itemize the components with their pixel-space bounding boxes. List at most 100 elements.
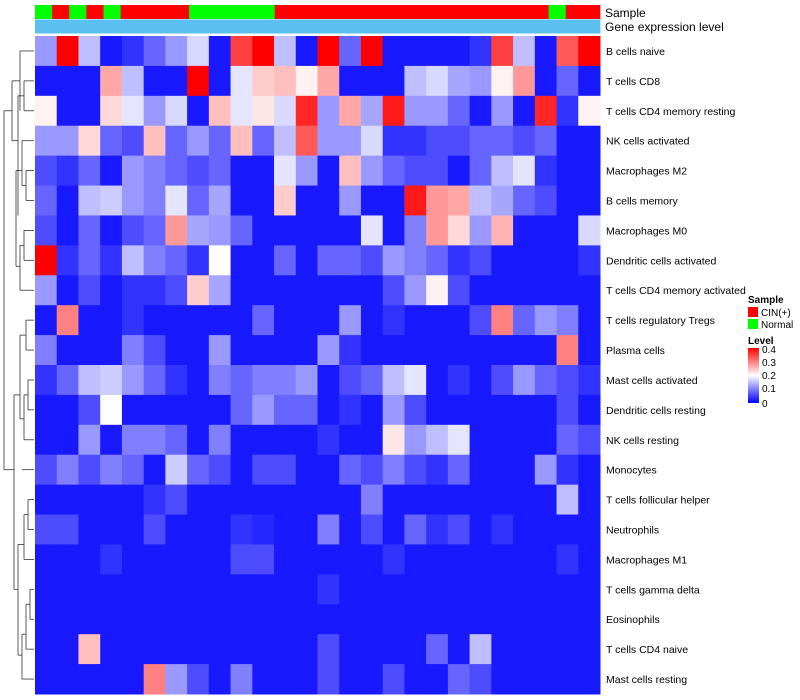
heatmap-cell xyxy=(295,155,318,187)
heatmap-cell xyxy=(56,95,79,127)
heatmap-cell xyxy=(121,514,145,545)
heatmap-cell xyxy=(274,454,297,486)
heatmap-cell xyxy=(230,245,253,276)
heatmap-cell xyxy=(382,454,405,486)
heatmap-cell xyxy=(491,155,514,187)
heatmap-cell xyxy=(295,634,318,665)
row-label: T cells CD4 naive xyxy=(606,644,688,656)
heatmap-cell xyxy=(295,514,318,545)
heatmap-cell xyxy=(187,634,210,665)
heatmap-cell xyxy=(339,484,362,516)
heatmap-cell xyxy=(491,95,514,127)
heatmap-cell xyxy=(578,185,601,216)
heatmap-cell xyxy=(35,305,58,336)
heatmap-cell xyxy=(382,305,405,336)
heatmap-cell xyxy=(100,65,123,97)
heatmap-cell xyxy=(252,664,275,695)
heatmap-cell xyxy=(339,215,362,246)
heatmap-cell xyxy=(230,275,253,306)
heatmap-cell xyxy=(100,36,123,67)
heatmap-cell xyxy=(35,36,58,67)
heatmap-cell xyxy=(317,95,340,127)
heatmap-cell xyxy=(360,544,384,575)
heatmap-cell xyxy=(578,245,601,276)
heatmap-cell xyxy=(252,36,275,67)
heatmap-cell xyxy=(578,664,601,695)
heatmap-cell xyxy=(534,604,558,635)
heatmap-cell xyxy=(360,454,384,486)
heatmap-cell xyxy=(360,125,384,157)
heatmap-cell xyxy=(447,424,471,456)
level-tick-0.4: 0.4 xyxy=(762,345,776,356)
heatmap-cell xyxy=(208,514,232,545)
heatmap-cell xyxy=(165,245,188,276)
heatmap-cell xyxy=(382,484,405,516)
heatmap-cell xyxy=(469,65,492,97)
heatmap-cell xyxy=(491,454,514,486)
heatmap-cell xyxy=(404,125,427,157)
heatmap-cell xyxy=(317,574,340,605)
heatmap-cell xyxy=(339,514,362,545)
heatmap-cell xyxy=(556,514,579,545)
heatmap-cell xyxy=(143,125,166,157)
heatmap-cell xyxy=(187,125,210,157)
heatmap-cell xyxy=(404,365,427,396)
heatmap-cell xyxy=(230,65,253,97)
heatmap-cell xyxy=(121,664,145,695)
heatmap-cell xyxy=(317,155,340,187)
heatmap-cell xyxy=(274,185,297,216)
heatmap-cell xyxy=(208,155,232,187)
heatmap-cell xyxy=(252,65,275,97)
heatmap-cell xyxy=(208,125,232,157)
heatmap-cell xyxy=(360,215,384,246)
heatmap-cell xyxy=(187,215,210,246)
heatmap-cell xyxy=(317,185,340,216)
sample-cell xyxy=(582,5,601,19)
heatmap-cell xyxy=(404,185,427,216)
heatmap-cell xyxy=(165,215,188,246)
heatmap-cell xyxy=(187,36,210,67)
heatmap-cell xyxy=(35,215,58,246)
heatmap-cell xyxy=(230,36,253,67)
expression-cell xyxy=(514,19,532,34)
heatmap-cell xyxy=(404,604,427,635)
heatmap-cell xyxy=(339,394,362,426)
heatmap-cell xyxy=(143,365,166,396)
heatmap-cell xyxy=(208,604,232,635)
heatmap-cell xyxy=(56,155,79,187)
heatmap-cell xyxy=(556,95,579,127)
heatmap-cell xyxy=(78,215,101,246)
sample-cell xyxy=(223,5,241,19)
heatmap-cell xyxy=(208,65,232,97)
heatmap-cell xyxy=(556,544,579,575)
heatmap-cell xyxy=(100,394,123,426)
heatmap-cell xyxy=(143,514,166,545)
heatmap-cell xyxy=(426,305,449,336)
sample-cell xyxy=(52,5,70,19)
heatmap-cell xyxy=(382,544,405,575)
heatmap-cell xyxy=(100,305,123,336)
heatmap-cell xyxy=(491,275,514,306)
heatmap-cell xyxy=(339,664,362,695)
heatmap-cell xyxy=(208,335,232,366)
heatmap-cell xyxy=(121,125,145,157)
heatmap-cell xyxy=(469,634,492,665)
heatmap-cell xyxy=(295,36,318,67)
heatmap-cell xyxy=(121,424,145,456)
heatmap-cell xyxy=(513,484,536,516)
heatmap-cell xyxy=(339,454,362,486)
expression-cell xyxy=(223,19,241,34)
heatmap-cell xyxy=(447,574,471,605)
heatmap-cell xyxy=(100,424,123,456)
level-legend: Level 0.4 0.3 0.2 0.1 0 xyxy=(748,336,776,410)
heatmap-cell xyxy=(187,275,210,306)
heatmap-cell xyxy=(534,245,558,276)
heatmap-cell xyxy=(534,544,558,575)
heatmap-cell xyxy=(165,514,188,545)
heatmap-cell xyxy=(230,185,253,216)
heatmap-cell xyxy=(56,574,79,605)
heatmap-cell xyxy=(274,424,297,456)
heatmap-cell xyxy=(556,305,579,336)
heatmap-cell xyxy=(360,305,384,336)
